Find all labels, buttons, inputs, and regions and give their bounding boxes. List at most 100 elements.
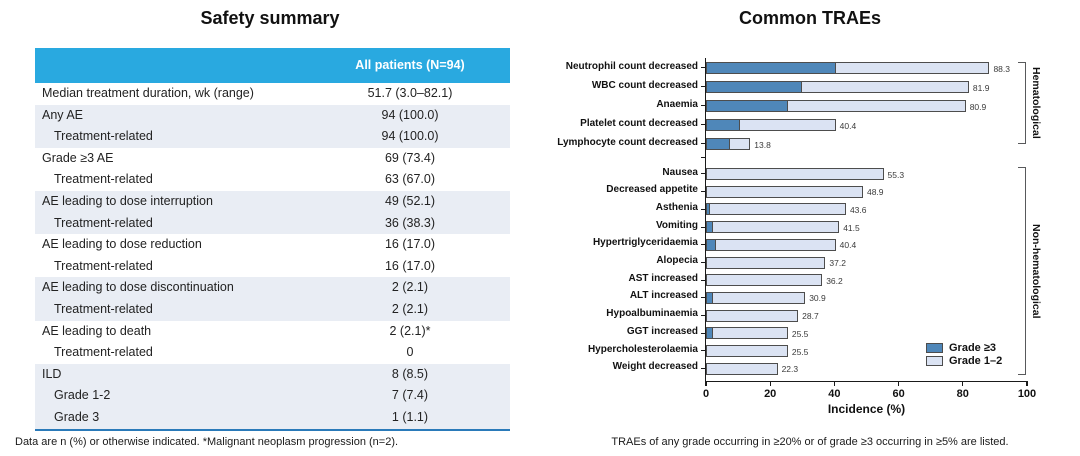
grade12-bar <box>706 221 840 234</box>
x-tick-label: 60 <box>892 388 905 400</box>
bar-category-label: ALT increased <box>629 290 698 302</box>
bar-value-label: 81.9 <box>972 82 990 93</box>
x-axis-line <box>705 381 1027 383</box>
row-value: 2 (2.1) <box>391 280 429 295</box>
category-tick <box>700 86 706 88</box>
row-label: AE leading to dose interruption <box>42 193 213 208</box>
category-tick <box>700 244 706 246</box>
bar-category-label: Alopecia <box>656 255 698 266</box>
bar-category-label: Hypercholesterolaemia <box>587 343 698 355</box>
table-row: Median treatment duration, wk (range) 51.… <box>35 83 510 105</box>
bar-value-label: 25.5 <box>791 328 809 339</box>
table-footnote: Data are n (%) or otherwise indicated. *… <box>15 436 399 448</box>
row-value: 8 (8.5) <box>391 366 429 381</box>
x-tick-label: 40 <box>828 388 841 400</box>
x-tick <box>898 381 900 386</box>
bar-category-label: Platelet count decreased <box>580 117 698 129</box>
table-row: Grade 3 1 (1.1) <box>35 406 510 429</box>
table-row: AE leading to dose discontinuation 2 (2.1… <box>35 277 510 299</box>
bar-value-label: 43.6 <box>849 204 867 215</box>
grade3-bar-segment <box>706 327 713 340</box>
bar-value-label: 88.3 <box>993 63 1010 74</box>
grade3-bar-segment <box>706 62 836 74</box>
x-tick-label: 100 <box>1017 388 1037 400</box>
table-row: Treatment-related 36 (38.3) <box>35 212 510 235</box>
bar-category-label: GGT increased <box>626 325 698 337</box>
grade12-bar <box>706 138 751 150</box>
chart-legend: Grade ≥3 Grade 1–2 <box>926 341 1002 367</box>
grade12-bar <box>706 238 836 251</box>
gap-tick <box>700 156 706 158</box>
table-row: AE leading to death 2 (2.1)* <box>35 321 510 343</box>
table-row: ILD 8 (8.5) <box>35 363 510 386</box>
table-column-header: All patients (N=94) <box>355 58 465 72</box>
bar-category-label: Vomiting <box>655 219 698 231</box>
row-value: 49 (52.1) <box>384 193 436 208</box>
row-label: Median treatment duration, wk (range) <box>42 86 254 100</box>
category-tick <box>700 208 706 210</box>
row-label: Treatment-related <box>54 129 153 144</box>
row-value: 2 (2.1)* <box>389 323 431 338</box>
legend-label: Grade 1–2 <box>949 354 1003 367</box>
category-tick <box>700 297 706 299</box>
table-body: Median treatment duration, wk (range) 51.… <box>35 83 510 429</box>
traes-bar-chart: Incidence (%) Neutrophil count decreased… <box>540 0 1080 456</box>
x-tick <box>769 381 771 386</box>
group-bracket <box>1018 167 1026 375</box>
category-tick <box>700 173 706 175</box>
row-label: ILD <box>42 366 62 381</box>
row-value: 94 (100.0) <box>381 107 439 122</box>
x-tick <box>705 381 707 386</box>
row-label: AE leading to death <box>42 323 152 338</box>
row-label: Treatment-related <box>54 258 153 273</box>
bar-value-label: 28.7 <box>802 311 819 322</box>
row-value: 1 (1.1) <box>391 409 429 424</box>
x-tick <box>962 381 964 386</box>
row-label: AE leading to dose reduction <box>42 237 202 252</box>
table-row: Any AE 94 (100.0) <box>35 104 510 127</box>
bar-value-label: 25.5 <box>791 346 809 357</box>
bar-value-label: 40.4 <box>839 240 857 251</box>
row-label: Treatment-related <box>54 172 153 187</box>
row-label: Grade 1-2 <box>54 388 111 403</box>
grade12-bar <box>706 291 806 304</box>
grade12-bar <box>706 81 969 93</box>
grade12-bar <box>706 345 788 357</box>
category-tick <box>700 261 706 263</box>
category-tick <box>700 67 706 69</box>
legend-swatch <box>926 342 943 353</box>
grade12-bar <box>706 185 863 198</box>
group-label: Hematological <box>1030 67 1042 139</box>
grade12-bar <box>706 327 788 340</box>
x-axis-title: Incidence (%) <box>827 402 906 416</box>
category-tick <box>700 368 706 370</box>
bar-value-label: 13.8 <box>754 139 771 150</box>
legend-swatch <box>926 355 943 366</box>
row-value: 16 (17.0) <box>384 258 436 273</box>
bar-category-label: Nausea <box>662 166 698 178</box>
group-bracket <box>1018 62 1026 144</box>
table-row: AE leading to dose reduction 16 (17.0) <box>35 234 510 256</box>
table-row: Treatment-related 94 (100.0) <box>35 126 510 148</box>
grade3-bar-segment <box>706 238 717 251</box>
legend-item: Grade ≥3 <box>926 341 1002 354</box>
grade3-bar-segment <box>706 291 713 304</box>
bar-value-label: 41.5 <box>843 222 860 233</box>
category-tick <box>700 143 706 145</box>
grade12-bar <box>706 274 823 287</box>
category-tick <box>700 124 706 126</box>
legend-label: Grade ≥3 <box>949 341 997 354</box>
x-tick-label: 20 <box>764 388 777 400</box>
row-value: 36 (38.3) <box>384 215 436 230</box>
bar-category-label: Asthenia <box>655 201 698 213</box>
row-label: AE leading to dose discontinuation <box>42 280 234 295</box>
grade3-bar-segment <box>706 81 802 93</box>
bar-value-label: 30.9 <box>809 293 826 304</box>
table-row: AE leading to dose interruption 49 (52.1) <box>35 190 510 213</box>
row-value: 0 <box>406 345 414 360</box>
grade3-bar-segment <box>706 100 788 112</box>
grade12-bar <box>706 62 990 74</box>
safety-summary-table: All patients (N=94) Median treatment dur… <box>35 48 510 431</box>
table-row: Treatment-related 63 (67.0) <box>35 169 510 191</box>
